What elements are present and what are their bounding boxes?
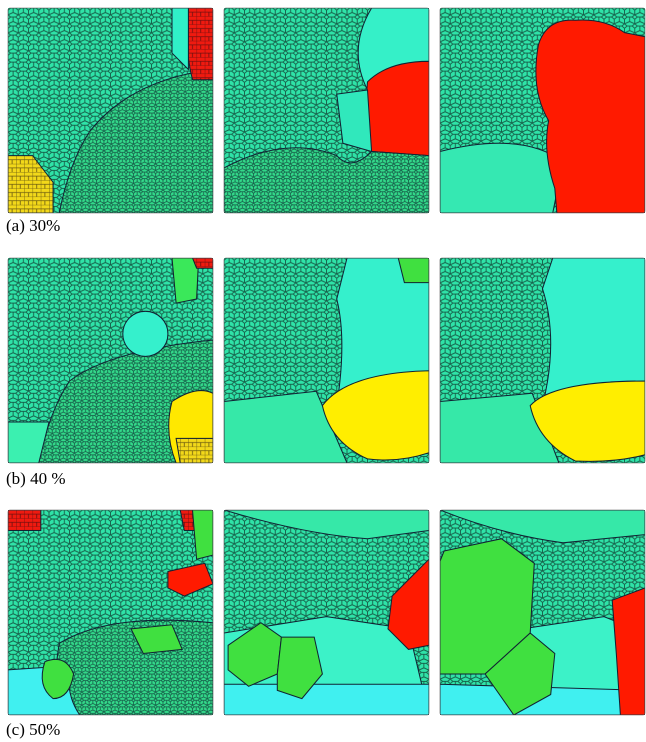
panel — [224, 258, 429, 463]
panel — [8, 510, 213, 715]
panel — [8, 258, 213, 463]
page: (a) 30% (b) 40 % — [0, 0, 646, 742]
caption: (b) 40 % — [6, 469, 65, 488]
caption: (c) 50% — [6, 720, 60, 739]
panel — [440, 510, 645, 715]
panel — [440, 258, 645, 463]
panel — [224, 510, 429, 715]
caption: (a) 30% — [6, 216, 60, 235]
panel — [8, 8, 213, 213]
panel — [224, 8, 429, 213]
figure: (a) 30% (b) 40 % — [0, 0, 646, 742]
panel — [440, 8, 645, 213]
